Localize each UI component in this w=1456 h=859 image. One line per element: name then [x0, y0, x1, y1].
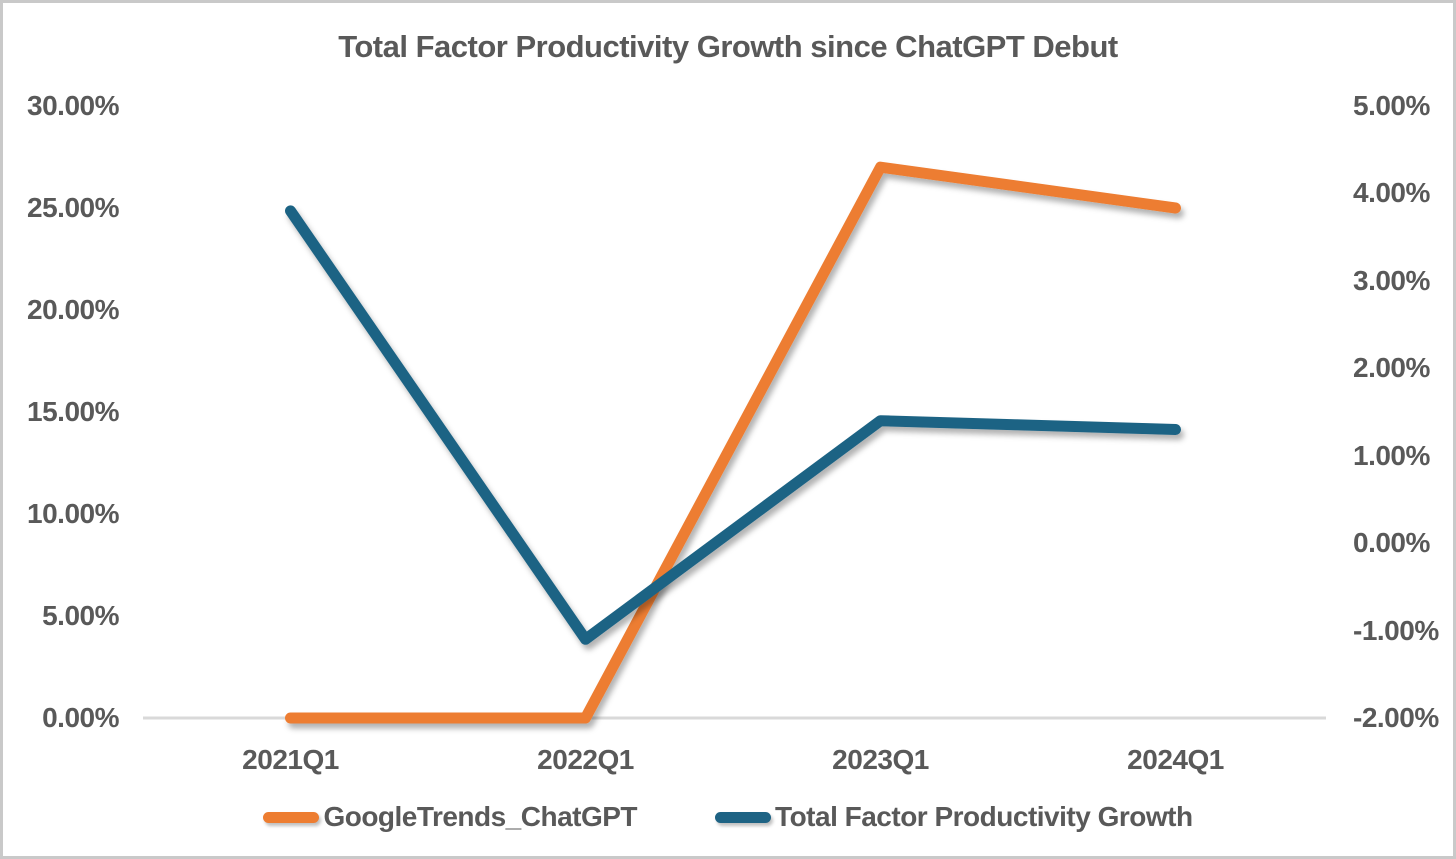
legend: GoogleTrends_ChatGPT Total Factor Product… — [3, 801, 1453, 833]
plot-area — [143, 161, 1326, 724]
axis-tick-label: 10.00% — [27, 498, 119, 529]
axis-tick-label: -2.00% — [1353, 702, 1439, 733]
axis-tick-label: 0.00% — [1353, 527, 1430, 559]
axis-tick-label: 15.00% — [27, 396, 119, 427]
x-axis-label-2024Q1: 2024Q1 — [1127, 744, 1224, 775]
axis-tick-label: 25.00% — [27, 192, 119, 223]
axis-tick-label: 0.00% — [42, 702, 119, 733]
legend-label: Total Factor Productivity Growth — [775, 801, 1193, 832]
legend-swatch-icon — [263, 811, 320, 823]
axis-tick-label: 2.00% — [1353, 352, 1430, 384]
legend-item-0: GoogleTrends_ChatGPT — [263, 801, 638, 833]
x-axis-label-2021Q1: 2021Q1 — [242, 744, 339, 775]
series-lines — [285, 161, 1181, 724]
axis-tick-label: 20.00% — [27, 294, 119, 325]
axis-tick-label: 1.00% — [1353, 439, 1430, 471]
legend-item-1: Total Factor Productivity Growth — [715, 801, 1193, 833]
axis-tick-label: 3.00% — [1353, 264, 1430, 296]
legend-swatch-icon — [715, 811, 772, 823]
axis-tick-label: 30.00% — [27, 90, 119, 121]
series-line-0 — [285, 161, 1181, 724]
axis-tick-label: -1.00% — [1353, 614, 1439, 646]
axis-tick-label: 5.00% — [1353, 90, 1430, 121]
x-axis-label-2023Q1: 2023Q1 — [832, 744, 929, 775]
axis-tick-label: 5.00% — [42, 600, 119, 631]
x-axis-label-2022Q1: 2022Q1 — [537, 744, 634, 775]
chart-title: Total Factor Productivity Growth since C… — [338, 29, 1118, 64]
legend-label: GoogleTrends_ChatGPT — [323, 801, 638, 832]
axis-tick-label: 4.00% — [1353, 177, 1430, 209]
series-line-1 — [285, 205, 1181, 645]
